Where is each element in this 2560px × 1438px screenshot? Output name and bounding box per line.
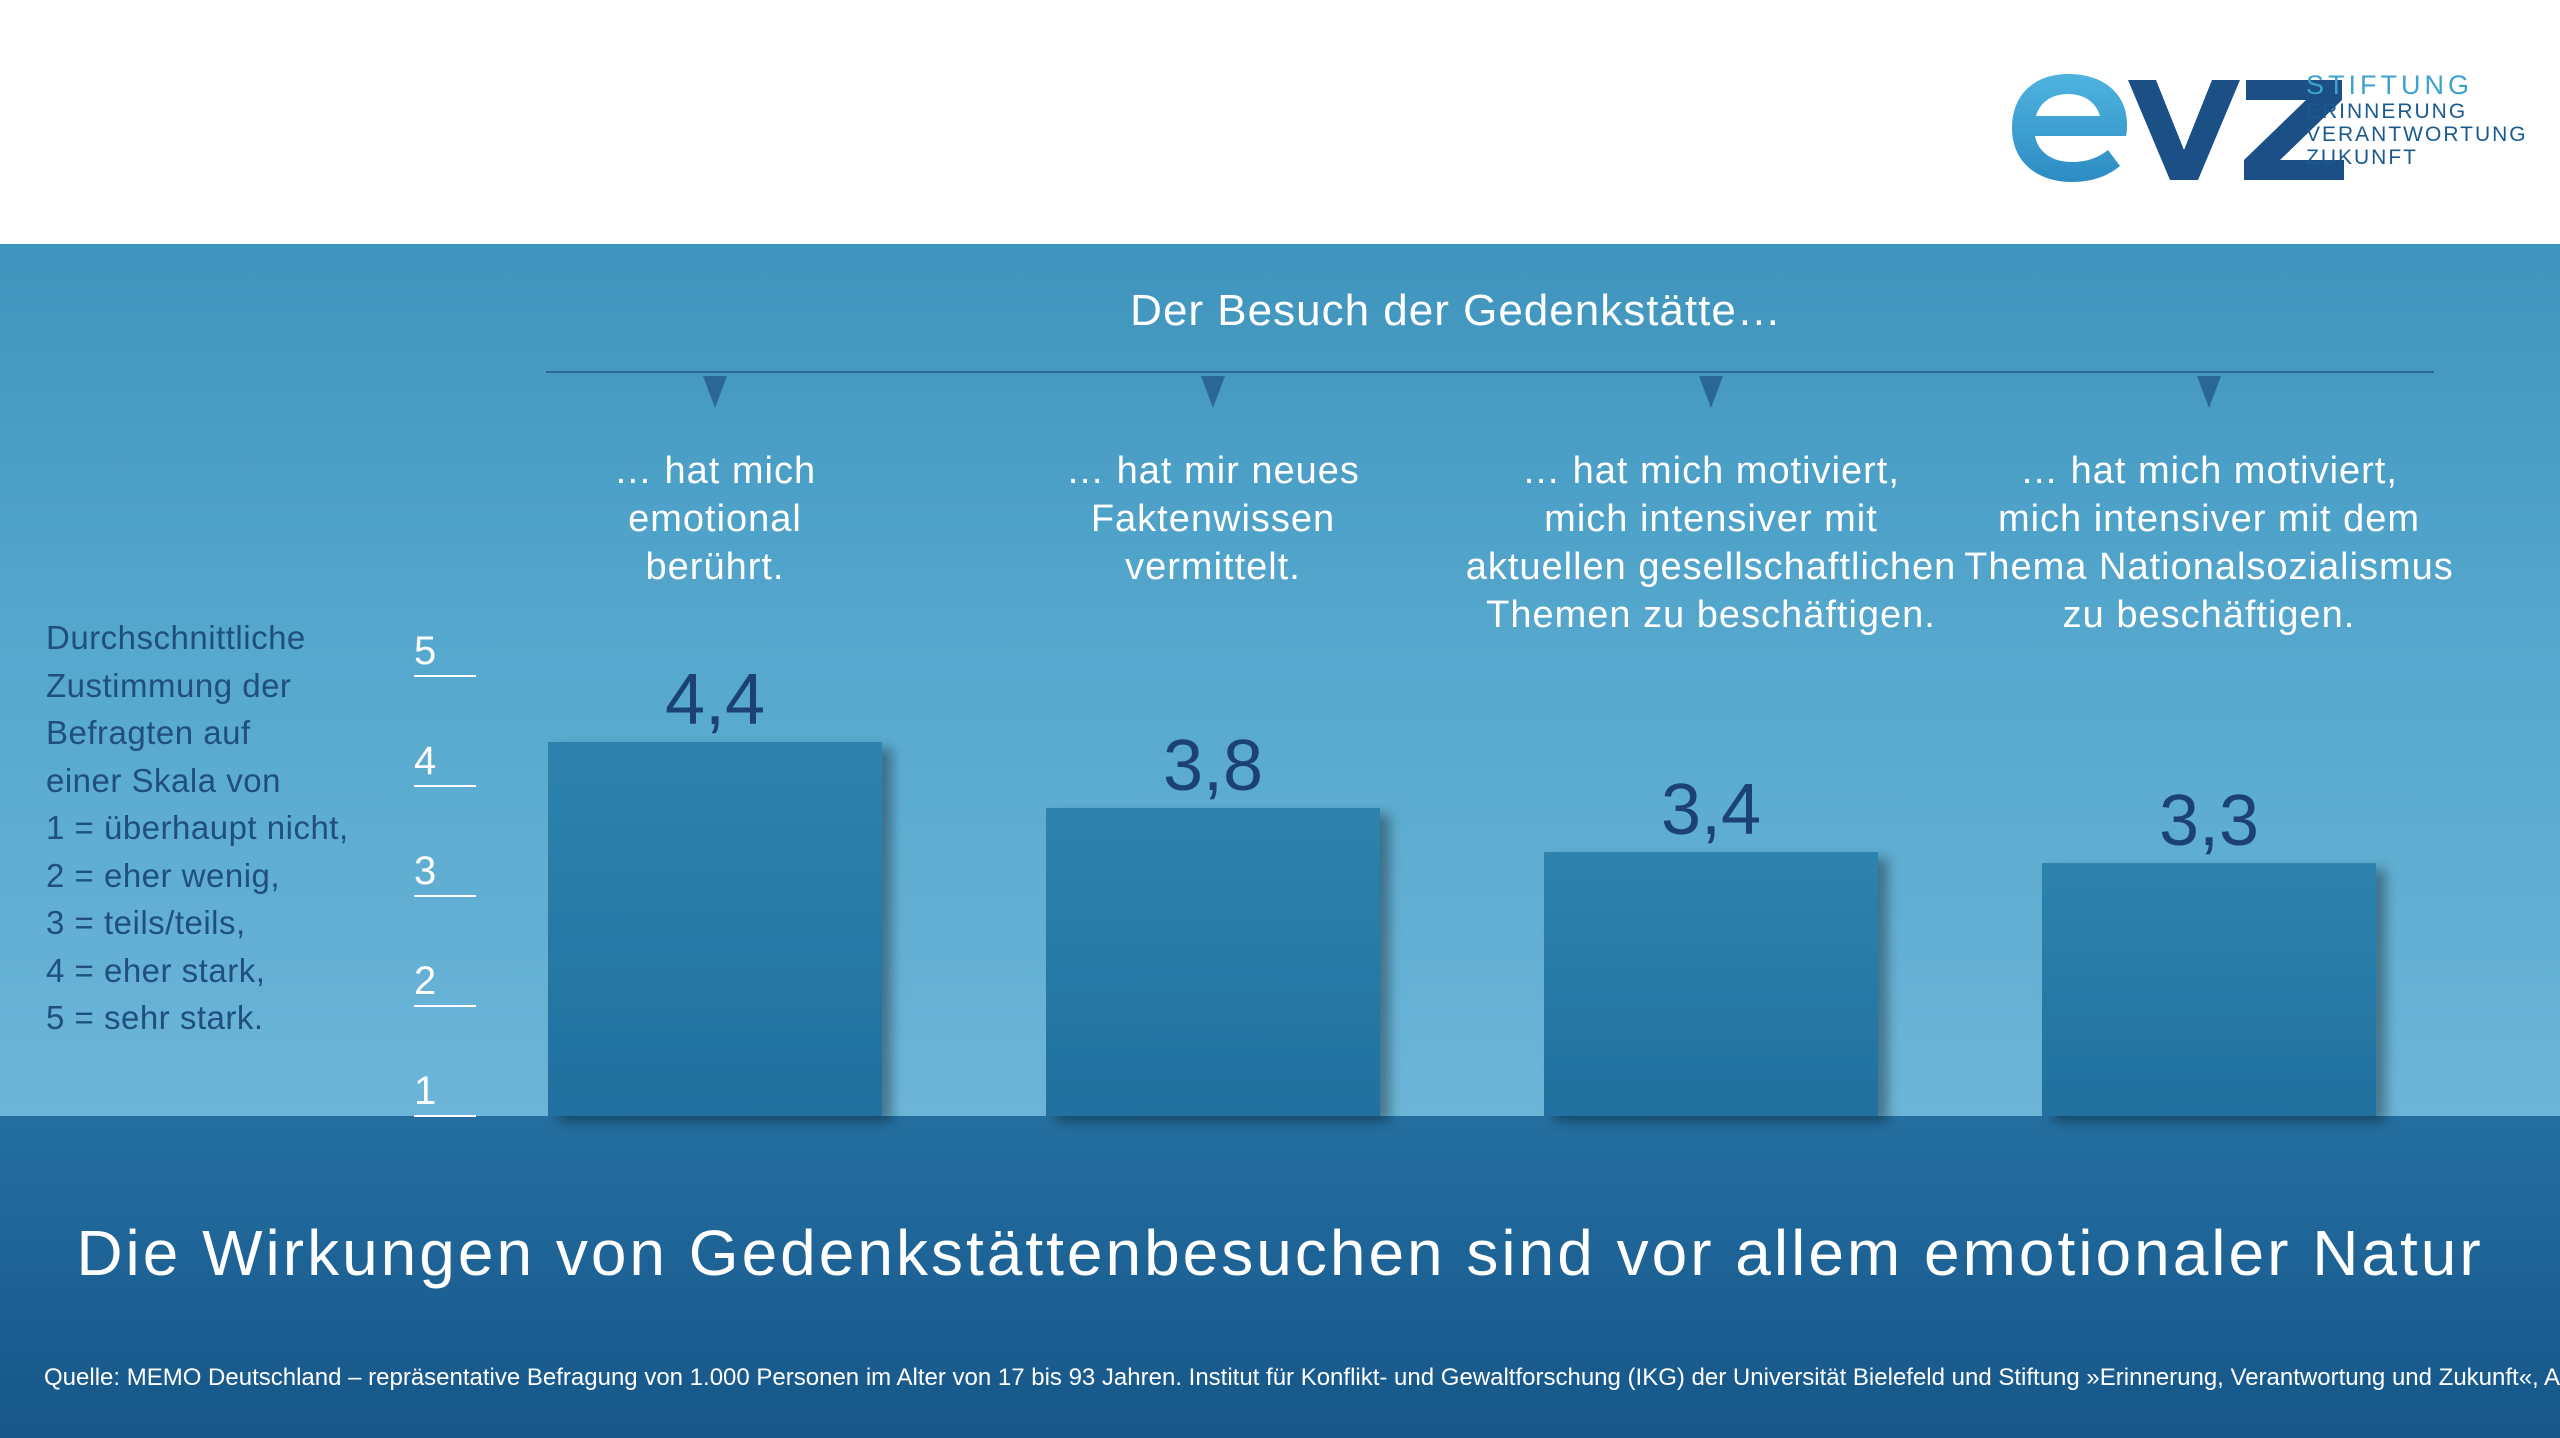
bracket-marker-2: [1201, 376, 1225, 408]
scale-note-line: einer Skala von: [46, 761, 281, 799]
logo-line-2: VERANTWORTUNG: [2306, 123, 2528, 146]
category-label-line: vermittelt.: [1125, 546, 1301, 588]
evz-logo: [2012, 74, 2344, 182]
scale-note-line: 5 = sehr stark.: [46, 999, 264, 1036]
category-label-line: Thema Nationalsozialismus: [1964, 546, 2454, 588]
category-label-line: … hat mich motiviert,: [2020, 450, 2398, 492]
bar-4: [2042, 863, 2376, 1116]
category-label-1: … hat mich emotional berührt.: [455, 447, 975, 591]
scale-note-line: Zustimmung der: [46, 666, 292, 704]
scale-note-line: 4 = eher stark,: [46, 951, 266, 989]
category-label-line: mich intensiver mit dem: [1997, 498, 2421, 540]
bracket-marker-3: [1699, 376, 1723, 408]
bar-1: [548, 742, 882, 1116]
logo-wordmark: STIFTUNG ERINNERUNG VERANTWORTUNG ZUKUNF…: [2306, 70, 2528, 169]
footer-band: [0, 1116, 2560, 1438]
category-label-line: aktuellen gesellschaftlichen: [1465, 546, 1957, 588]
y-tick-label-4: 4: [414, 739, 436, 783]
bar-3: [1544, 852, 1878, 1116]
category-label-line: … hat mir neues: [1066, 450, 1360, 492]
value-label-1: 4,4: [665, 660, 765, 740]
y-tick-label-3: 3: [414, 849, 436, 893]
bar-2: [1046, 808, 1380, 1116]
source-note: Quelle: MEMO Deutschland – repräsentativ…: [44, 1364, 2560, 1391]
category-label-line: Themen zu beschäftigen.: [1486, 594, 1936, 636]
scale-note-line: Befragten auf: [46, 714, 251, 751]
scale-note-line: 3 = teils/teils,: [46, 904, 246, 941]
bracket-marker-1: [703, 376, 727, 408]
category-label-line: berührt.: [645, 546, 785, 588]
category-label-line: Faktenwissen: [1090, 498, 1336, 540]
category-label-2: … hat mir neues Faktenwissen vermittelt.: [953, 447, 1473, 591]
category-label-line: mich intensiver mit: [1544, 498, 1878, 540]
category-label-line: … hat mich: [613, 450, 817, 492]
logo-line-3: ZUKUNFT: [2306, 146, 2418, 169]
scale-note-line: Durchschnittliche: [46, 619, 306, 656]
logo-line-1: ERINNERUNG: [2306, 100, 2468, 123]
scale-note: Durchschnittliche Zustimmung der Befragt…: [46, 614, 386, 1042]
value-label-3: 3,4: [1661, 770, 1761, 850]
y-tick-label-1: 1: [414, 1069, 436, 1113]
category-label-line: … hat mich motiviert,: [1522, 450, 1900, 492]
value-label-2: 3,8: [1163, 726, 1263, 806]
category-label-4: … hat mich motiviert, mich intensiver mit…: [1949, 447, 2469, 639]
bracket-marker-4: [2197, 376, 2221, 408]
group-title: Der Besuch der Gedenkstätte…: [1130, 286, 1782, 335]
y-tick-label-2: 2: [414, 959, 436, 1003]
category-label-3: … hat mich motiviert, mich intensiver mit…: [1451, 447, 1971, 639]
headline: Die Wirkungen von Gedenkstättenbesuchen …: [76, 1217, 2484, 1289]
y-tick-label-5: 5: [414, 629, 436, 673]
scale-note-line: 2 = eher wenig,: [46, 856, 281, 894]
category-label-line: emotional: [628, 498, 802, 540]
value-label-4: 3,3: [2159, 781, 2259, 861]
header: STIFTUNG ERINNERUNG VERANTWORTUNG ZUKUNF…: [0, 0, 2560, 244]
logo-stiftung: STIFTUNG: [2306, 70, 2473, 100]
category-label-line: zu beschäftigen.: [2062, 594, 2356, 636]
scale-note-line: 1 = überhaupt nicht,: [46, 809, 349, 846]
